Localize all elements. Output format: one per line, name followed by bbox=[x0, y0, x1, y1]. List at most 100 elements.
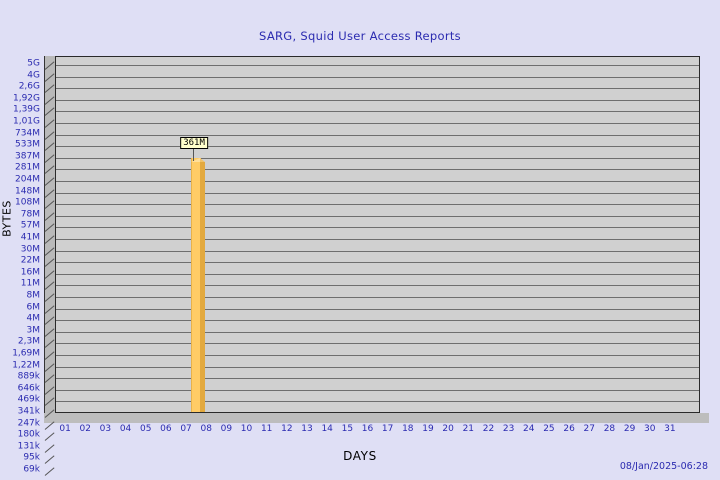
y-axis-tick-label: 387M bbox=[15, 151, 40, 162]
x-axis-tick-label: 07 bbox=[180, 424, 192, 434]
x-axis-tick-label: 28 bbox=[603, 424, 616, 434]
y-axis-tick-label: 1,92G bbox=[12, 93, 40, 104]
bar-side-face bbox=[200, 162, 206, 412]
y-axis-tick-label: 281M bbox=[15, 162, 40, 173]
y-axis-tick-label: 180k bbox=[17, 429, 40, 440]
x-axis-tick-label: 01 bbox=[59, 424, 71, 434]
gridline bbox=[56, 157, 699, 159]
gridline bbox=[56, 146, 699, 148]
x-axis-tick-label: 20 bbox=[442, 424, 454, 434]
gridline bbox=[56, 331, 699, 333]
bar-top-face-left bbox=[191, 158, 201, 163]
bar-value-label: 361M bbox=[180, 137, 208, 150]
gridline bbox=[56, 262, 699, 264]
y-axis-tick-label: 41M bbox=[20, 232, 40, 243]
x-axis-tick-label: 13 bbox=[301, 424, 313, 434]
x-axis-tick-label: 19 bbox=[422, 424, 434, 434]
gridline bbox=[56, 389, 699, 391]
x-axis-tick-label: 24 bbox=[523, 424, 535, 434]
x-axis-tick-label: 23 bbox=[502, 424, 515, 434]
plot-area bbox=[55, 56, 700, 413]
y-axis-tick-label: 69k bbox=[23, 464, 40, 475]
gridline bbox=[56, 88, 699, 90]
x-axis-tick-label: 15 bbox=[341, 424, 354, 434]
gridline bbox=[56, 123, 699, 124]
y-axis-tick-label: 78M bbox=[20, 209, 40, 220]
x-axis-tick-label: 10 bbox=[240, 424, 253, 434]
y-axis-tick-label: 247k bbox=[17, 418, 40, 429]
y-axis-tick-label: 16M bbox=[20, 267, 40, 278]
y-axis-tick-label: 1,39G bbox=[12, 104, 40, 115]
y-axis-tick-label: 8M bbox=[26, 290, 41, 301]
x-axis-tick-label: 09 bbox=[220, 424, 233, 434]
bar[interactable] bbox=[191, 158, 206, 412]
page-title: SARG, Squid User Access Reports bbox=[259, 29, 461, 43]
gridline bbox=[56, 76, 699, 78]
gridline bbox=[56, 355, 699, 356]
x-axis-tick-label: 06 bbox=[160, 424, 172, 434]
gridline bbox=[56, 273, 699, 275]
x-axis-tick-label: 22 bbox=[482, 424, 495, 434]
plot-region: 361M bbox=[44, 56, 709, 423]
bar-front-face bbox=[191, 158, 202, 412]
y-axis-tick-label: 734M bbox=[15, 128, 40, 139]
x-axis-tick-label: 05 bbox=[139, 424, 152, 434]
y-axis-tick-connector bbox=[44, 467, 55, 476]
y-axis-tick-label: 22M bbox=[20, 255, 40, 266]
x-axis-tick-label: 29 bbox=[623, 424, 636, 434]
y-axis-tick-label: 1,01G bbox=[12, 116, 40, 127]
y-axis-tick-label: 6M bbox=[26, 302, 41, 313]
y-axis-tick-label: 1,22M bbox=[12, 360, 40, 371]
gridline bbox=[56, 134, 699, 136]
y-axis-tick-label: 2,6G bbox=[18, 81, 40, 92]
y-axis-tick-label: 11M bbox=[20, 278, 40, 289]
gridline bbox=[56, 111, 699, 113]
x-axis-tick-label: 11 bbox=[260, 424, 273, 434]
gridline bbox=[56, 308, 699, 310]
y-axis-tick-label: 108M bbox=[15, 197, 40, 208]
plot-depth-left-face bbox=[44, 56, 56, 413]
gridline bbox=[56, 401, 699, 403]
data-label-stem bbox=[193, 149, 195, 162]
y-axis-tick-label: 95k bbox=[23, 452, 40, 463]
y-axis-tick-label: 1,69M bbox=[12, 348, 40, 359]
x-axis-tick-label: 30 bbox=[644, 424, 656, 434]
x-axis-tick-labels: 01 02 03 04 05 06 07 08 09 10 11 12 13 14 15 16 17 18 19 20… bbox=[55, 424, 710, 438]
x-axis-title: DAYS bbox=[343, 449, 377, 463]
y-axis-tick-label: 204M bbox=[15, 174, 40, 185]
gridline bbox=[56, 320, 699, 322]
generated-timestamp: 08/Jan/2025-06:28 bbox=[619, 461, 708, 472]
x-axis-tick-label: 21 bbox=[462, 424, 475, 434]
x-axis-tick-label: 17 bbox=[381, 424, 394, 434]
x-axis-tick-label: 08 bbox=[200, 424, 212, 434]
x-axis-tick-label: 27 bbox=[583, 424, 595, 434]
y-axis-tick-label: 30M bbox=[20, 244, 40, 255]
gridline bbox=[56, 192, 699, 194]
y-axis-tick-label: 533M bbox=[15, 139, 40, 150]
y-axis-tick-label: 646k bbox=[17, 383, 40, 394]
x-axis-tick-label: 26 bbox=[563, 424, 575, 434]
gridline bbox=[56, 181, 699, 182]
gridline bbox=[56, 366, 699, 368]
gridline bbox=[56, 250, 699, 252]
y-axis-tick-labels: 5G 4G 2,6G 1,92G 1,39G 1,01G 734M 533M 387M 281M 2… bbox=[0, 56, 42, 474]
y-axis-tick-label: 4G bbox=[27, 70, 40, 81]
gridline bbox=[56, 297, 699, 298]
gridline bbox=[56, 204, 699, 206]
gridline bbox=[56, 239, 699, 240]
y-axis-tick-label: 4M bbox=[26, 313, 41, 324]
gridline bbox=[56, 169, 699, 171]
y-axis-tick-label: 341k bbox=[17, 406, 40, 417]
y-axis-tick-label: 57M bbox=[20, 220, 40, 231]
gridline bbox=[56, 215, 699, 217]
x-axis-tick-label: 16 bbox=[361, 424, 374, 434]
x-axis-tick-label: 02 bbox=[79, 424, 91, 434]
y-axis-title: BYTES bbox=[0, 200, 14, 237]
bar-top-face-right bbox=[200, 158, 206, 163]
y-axis-tick-label: 889k bbox=[17, 371, 40, 382]
x-axis-tick-label: 31 bbox=[664, 424, 676, 434]
x-axis-tick-label: 14 bbox=[321, 424, 333, 434]
y-axis-tick-label: 3M bbox=[26, 325, 41, 336]
x-axis-tick-label: 03 bbox=[99, 424, 112, 434]
